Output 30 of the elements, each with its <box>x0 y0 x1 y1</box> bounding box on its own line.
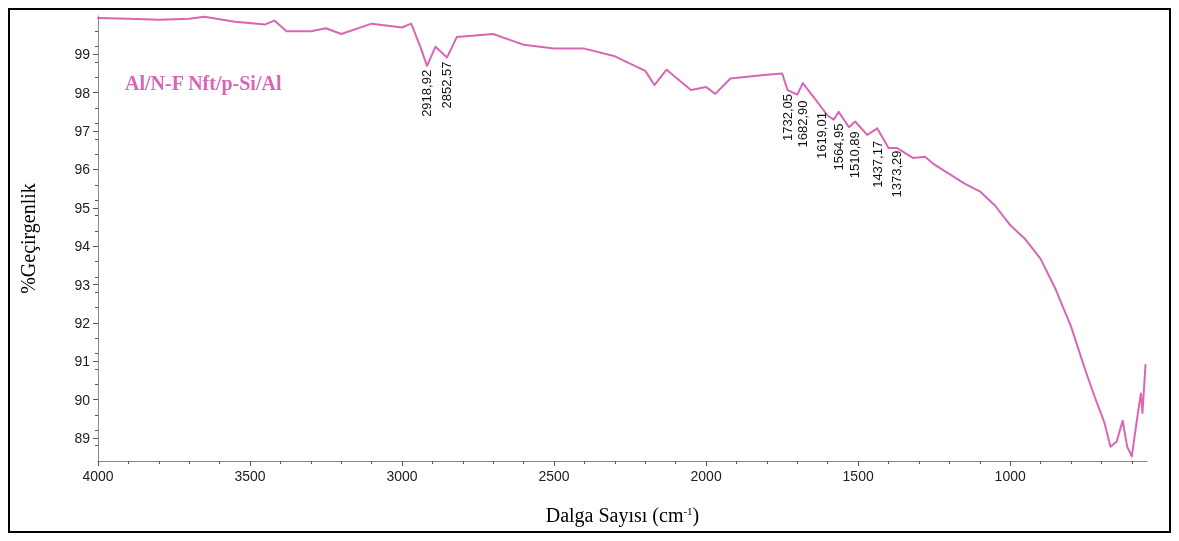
x-tick-label: 3000 <box>386 468 418 484</box>
annotation: 1373,29 <box>889 150 905 198</box>
y-axis-title: %Geçirgenlik <box>17 183 40 294</box>
annotation: 1510,89 <box>847 131 863 179</box>
annotation: 1682,90 <box>795 100 811 148</box>
y-tick-label: 95 <box>74 199 91 216</box>
text: Al/N-F Nft/p-Si/Al <box>125 72 282 95</box>
x-tick-label: 2500 <box>538 468 570 484</box>
annotation: 1437,17 <box>869 140 885 188</box>
x-tick-label: 3500 <box>234 468 266 484</box>
x-tick-label: 2000 <box>690 468 722 484</box>
x-tick-label: 1500 <box>842 468 874 484</box>
y-tick-label: 97 <box>74 123 91 140</box>
line-series <box>97 15 1147 458</box>
x-tick-label: 1000 <box>994 468 1026 484</box>
annotation: 1564,95 <box>830 123 846 171</box>
y-tick-label: 93 <box>74 276 91 293</box>
y-tick-label: 91 <box>74 353 91 370</box>
y-tick-label: 89 <box>74 429 91 446</box>
y-tick-label: 94 <box>74 238 91 255</box>
y-tick-label: 90 <box>74 391 91 408</box>
x-tick-label: 4000 <box>82 468 114 484</box>
annotation: 2918,92 <box>419 69 435 117</box>
y-tick-label: 99 <box>74 46 91 63</box>
y-tick-label: 96 <box>74 161 91 178</box>
annotation: 1619,01 <box>814 112 830 160</box>
y-tick-label: 98 <box>74 84 91 101</box>
annotation: 1732,05 <box>780 94 796 142</box>
annotation: 2852,57 <box>439 61 455 109</box>
y-tick-label: 92 <box>74 314 91 331</box>
